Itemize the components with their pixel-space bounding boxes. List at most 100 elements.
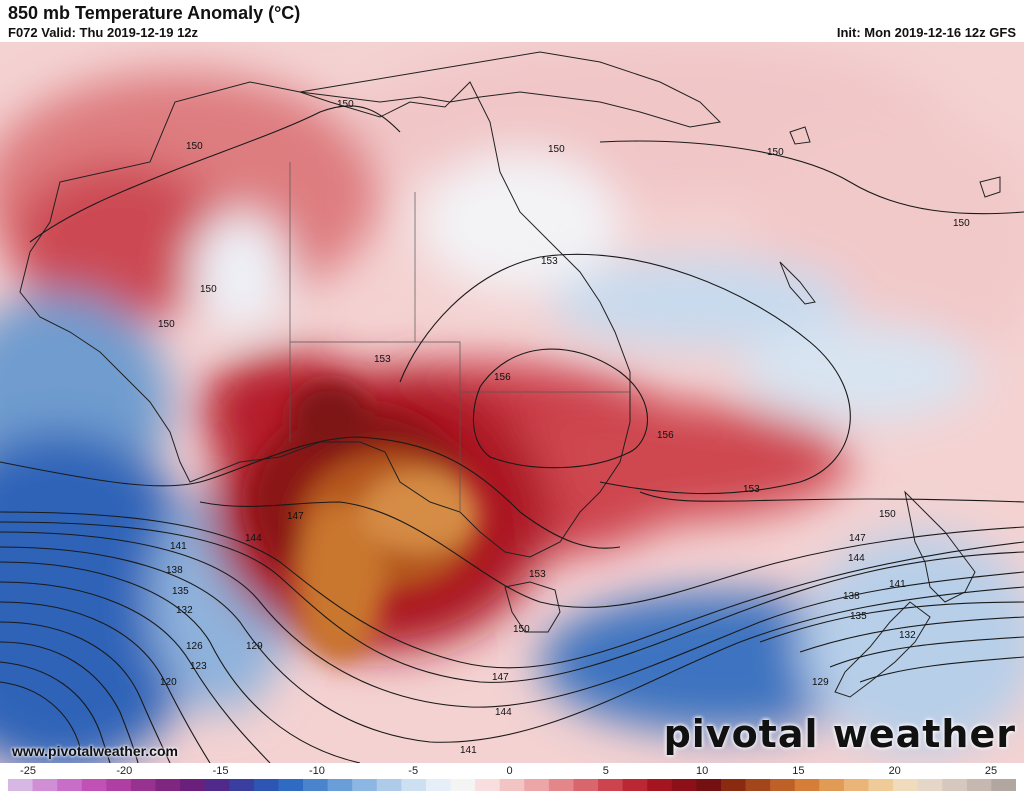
colorbar-swatch xyxy=(794,779,820,791)
colorbar-swatch xyxy=(966,779,993,791)
anomaly-field xyxy=(0,42,1024,763)
contour-label: 129 xyxy=(246,641,263,652)
header: 850 mb Temperature Anomaly (°C) F072 Val… xyxy=(0,0,1024,42)
contour-label: 156 xyxy=(494,372,511,383)
colorbar-swatch xyxy=(524,779,550,791)
colorbar-swatch xyxy=(204,779,230,791)
contour-label: 150 xyxy=(200,284,217,295)
coastline-islands xyxy=(779,126,1001,305)
colorbar-swatch xyxy=(696,779,722,791)
coastline-australia xyxy=(19,81,631,633)
colorbar-swatch xyxy=(548,779,575,791)
colorbar-swatch xyxy=(720,779,747,791)
state-borders xyxy=(289,162,630,512)
coastline-new-guinea xyxy=(299,51,722,128)
valid-time: F072 Valid: Thu 2019-12-19 12z xyxy=(8,25,199,40)
colorbar-swatch xyxy=(991,779,1017,791)
colorbar-swatch xyxy=(352,779,378,791)
colorbar-swatch xyxy=(647,779,673,791)
contour-label: 129 xyxy=(812,677,829,688)
colorbar-tick-label: 0 xyxy=(506,765,512,777)
colorbar-swatch xyxy=(573,779,599,791)
colorbar-swatch xyxy=(376,779,402,791)
contour-label: 147 xyxy=(287,511,304,522)
colorbar-swatch xyxy=(425,779,452,791)
contour-label: 141 xyxy=(889,579,906,590)
anomaly-map: 150 150 150 150 150 150 153 150 153 156 … xyxy=(0,42,1024,763)
colorbar-swatch xyxy=(450,779,476,791)
contour-label: 144 xyxy=(848,553,865,564)
colorbar-swatch xyxy=(917,779,943,791)
colorbar-tick-label: 10 xyxy=(696,765,708,777)
contour-label: 150 xyxy=(513,624,530,635)
contour-label: 144 xyxy=(245,533,262,544)
contour-label: 150 xyxy=(186,141,203,152)
contour-label: 141 xyxy=(170,541,187,552)
colorbar-swatch xyxy=(81,779,107,791)
contour-label: 147 xyxy=(492,672,509,683)
contour-label: 153 xyxy=(743,484,760,495)
colorbar-swatch xyxy=(819,779,845,791)
contour-label: 123 xyxy=(190,661,207,672)
colorbar-swatch xyxy=(893,779,919,791)
contour-label: 150 xyxy=(337,99,354,110)
colorbar-tick-label: 15 xyxy=(792,765,804,777)
site-url: www.pivotalweather.com xyxy=(12,743,178,759)
colorbar-swatch xyxy=(327,779,353,791)
colorbar-swatch xyxy=(278,779,304,791)
colorbar-swatch xyxy=(57,779,83,791)
colorbar-tick-label: -10 xyxy=(309,765,325,777)
contour-label: 153 xyxy=(374,354,391,365)
contour-label: 156 xyxy=(657,430,674,441)
colorbar-tick-label: -15 xyxy=(213,765,229,777)
colorbar-swatch xyxy=(155,779,181,791)
colorbar-swatch xyxy=(942,779,968,791)
contour-label: 144 xyxy=(495,707,512,718)
colorbar-swatch xyxy=(180,779,206,791)
colorbar-tick-label: 5 xyxy=(603,765,609,777)
height-contours xyxy=(0,105,1024,763)
colorbar-swatch xyxy=(868,779,894,791)
colorbar-swatch xyxy=(32,779,58,791)
contour-label: 126 xyxy=(186,641,203,652)
contour-label: 138 xyxy=(843,591,860,602)
contour-label: 135 xyxy=(850,611,867,622)
colorbar-swatch xyxy=(499,779,525,791)
contour-label: 150 xyxy=(953,218,970,229)
colorbar-swatch xyxy=(229,779,255,791)
contour-label: 141 xyxy=(460,745,477,756)
contour-label: 153 xyxy=(529,569,546,580)
colorbar-swatch xyxy=(8,779,34,791)
colorbar-tick-label: -5 xyxy=(408,765,418,777)
colorbar-tick-label: 20 xyxy=(889,765,901,777)
contour-label: 135 xyxy=(172,586,189,597)
colorbar-swatch xyxy=(843,779,870,791)
colorbar-swatch xyxy=(401,779,427,791)
colorbar-swatch xyxy=(770,779,796,791)
contour-label: 132 xyxy=(899,630,916,641)
colorbar-swatch xyxy=(303,779,329,791)
contour-labels: 150 150 150 150 150 150 153 150 153 156 … xyxy=(158,99,970,756)
init-time: Init: Mon 2019-12-16 12z GFS xyxy=(836,25,1016,40)
colorbar-swatch xyxy=(622,779,648,791)
contour-label: 153 xyxy=(541,256,558,267)
contour-label: 138 xyxy=(166,565,183,576)
colorbar-swatch xyxy=(671,779,697,791)
colorbar-swatch xyxy=(106,779,132,791)
contour-label: 150 xyxy=(548,144,565,155)
colorbar-swatch xyxy=(475,779,501,791)
contour-label: 150 xyxy=(879,509,896,520)
contour-label: 150 xyxy=(158,319,175,330)
colorbar-swatch xyxy=(745,779,771,791)
map-title: 850 mb Temperature Anomaly (°C) xyxy=(8,3,301,23)
colorbar-swatch xyxy=(130,779,157,791)
colorbar-swatch xyxy=(598,779,624,791)
contour-label: 150 xyxy=(767,147,784,158)
brand-logo: pivotal weather xyxy=(663,712,1016,756)
colorbar-swatch xyxy=(253,779,280,791)
colorbar-tick-label: 25 xyxy=(985,765,997,777)
contour-label: 147 xyxy=(849,533,866,544)
contour-label: 132 xyxy=(176,605,193,616)
colorbar-tick-label: -20 xyxy=(116,765,132,777)
colorbar-tick-label: -25 xyxy=(20,765,36,777)
